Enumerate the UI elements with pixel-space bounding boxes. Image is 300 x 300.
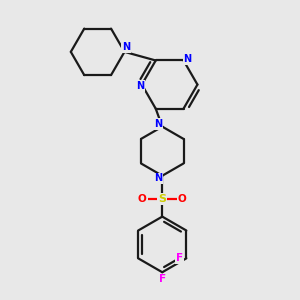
Text: N: N xyxy=(154,119,162,129)
Text: O: O xyxy=(178,194,187,204)
Text: N: N xyxy=(136,81,144,91)
Text: N: N xyxy=(154,173,162,183)
Text: F: F xyxy=(176,253,183,263)
Text: N: N xyxy=(183,54,191,64)
Text: O: O xyxy=(138,194,147,204)
Text: S: S xyxy=(158,194,166,204)
Text: F: F xyxy=(159,274,166,284)
Text: N: N xyxy=(122,42,130,52)
